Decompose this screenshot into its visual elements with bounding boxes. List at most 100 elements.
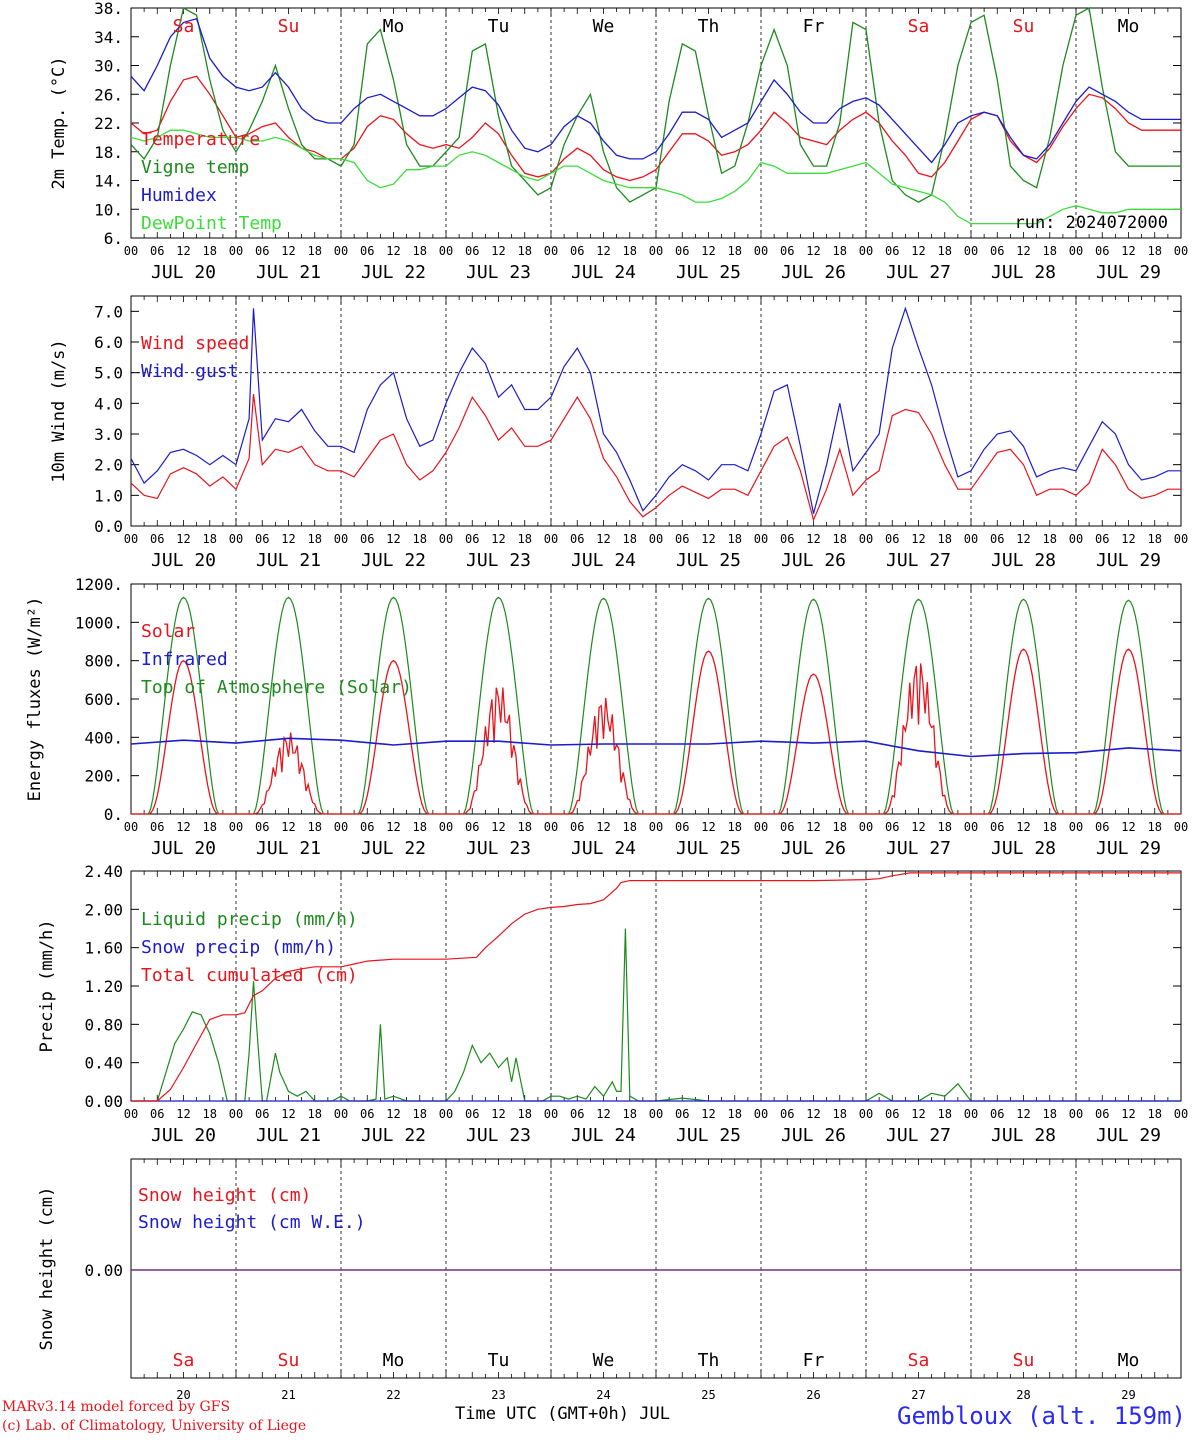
hour-tick-label: 18: [623, 244, 637, 258]
legend-entry: Infrared: [141, 649, 228, 670]
hour-tick-label: 06: [360, 1107, 374, 1121]
series-total-cumulated-cm-: [131, 872, 1181, 1102]
hour-tick-label: 12: [596, 820, 610, 834]
hour-tick-label: 00: [754, 1107, 768, 1121]
hour-tick-label: 00: [124, 820, 138, 834]
hour-tick-label: 00: [229, 820, 243, 834]
y-tick-label: 1.0: [94, 486, 123, 505]
hour-tick-label: 06: [675, 1107, 689, 1121]
hour-tick-label: 00: [754, 244, 768, 258]
hour-tick-label: 06: [360, 820, 374, 834]
hour-tick-label: 00: [334, 244, 348, 258]
hour-tick-label: 12: [281, 244, 295, 258]
series-wind-gust: [130, 306, 1181, 514]
weekday-label: Su: [1013, 1350, 1035, 1371]
hour-tick-label: 06: [990, 1107, 1004, 1121]
y-tick-label: 0.: [104, 805, 123, 824]
hour-tick-label: 18: [938, 244, 952, 258]
hour-tick-label: 00: [859, 244, 873, 258]
date-label: JUL 21: [256, 262, 321, 283]
hour-tick-label: 18: [518, 532, 532, 546]
weekday-label: Tu: [488, 1350, 510, 1371]
series-wind-speed: [130, 394, 1181, 522]
hour-tick-label: 06: [255, 532, 269, 546]
date-label: JUL 27: [886, 550, 951, 571]
hour-tick-label: 12: [386, 820, 400, 834]
hour-tick-label: 12: [701, 820, 715, 834]
date-label: JUL 24: [571, 550, 636, 571]
y-tick-label: 0.40: [84, 1054, 123, 1073]
hour-tick-label: 06: [675, 820, 689, 834]
credit-line-1: MARv3.14 model forced by GFS: [2, 1399, 231, 1415]
weekday-label: We: [593, 16, 615, 37]
hour-tick-label: 18: [833, 1107, 847, 1121]
hour-tick-label: 12: [806, 532, 820, 546]
date-label: JUL 20: [151, 1125, 216, 1146]
y-tick-label: 10.: [94, 200, 123, 219]
hour-tick-label: 18: [203, 244, 217, 258]
y-axis-label: Precip (mm/h): [37, 919, 57, 1052]
hour-tick-label: 12: [1016, 532, 1030, 546]
hour-tick-label: 18: [1148, 1107, 1162, 1121]
hour-tick-label: 18: [518, 244, 532, 258]
y-tick-label: 200.: [84, 767, 123, 786]
date-label: JUL 28: [991, 262, 1056, 283]
hour-tick-label: 00: [754, 532, 768, 546]
hour-tick-label: 18: [938, 820, 952, 834]
hour-tick-label: 00: [1069, 532, 1083, 546]
hour-tick-label: 18: [938, 1107, 952, 1121]
hour-tick-label: 00: [544, 244, 558, 258]
hour-tick-label: 06: [360, 532, 374, 546]
hour-tick-label: 18: [833, 244, 847, 258]
date-label: JUL 20: [151, 838, 216, 859]
x-axis-label: Time UTC (GMT+0h) JUL: [455, 1404, 670, 1424]
hour-tick-label: 06: [570, 244, 584, 258]
hour-tick-label: 12: [596, 1107, 610, 1121]
weekday-label: Su: [278, 1350, 300, 1371]
hour-tick-label: 06: [1095, 532, 1109, 546]
hour-tick-label: 18: [308, 820, 322, 834]
hour-tick-label: 18: [623, 820, 637, 834]
hour-tick-label: 12: [1121, 532, 1135, 546]
hour-tick-label: 06: [465, 820, 479, 834]
day-number-label: 20: [176, 1388, 190, 1402]
hour-tick-label: 00: [964, 1107, 978, 1121]
date-label: JUL 28: [991, 550, 1056, 571]
date-label: JUL 23: [466, 262, 531, 283]
hour-tick-label: 00: [649, 532, 663, 546]
hour-tick-label: 00: [649, 820, 663, 834]
hour-tick-label: 06: [465, 244, 479, 258]
date-label: JUL 25: [676, 838, 741, 859]
series-humidex: [130, 18, 1181, 164]
legend-entry: Wind gust: [141, 361, 239, 382]
hour-tick-label: 12: [491, 820, 505, 834]
y-tick-label: 2.40: [84, 862, 123, 881]
hour-tick-label: 18: [203, 1107, 217, 1121]
hour-tick-label: 18: [623, 532, 637, 546]
legend-entry: Temperature: [141, 129, 260, 150]
series-solar: [131, 648, 1181, 815]
day-number-label: 21: [281, 1388, 295, 1402]
hour-tick-label: 06: [255, 244, 269, 258]
date-label: JUL 29: [1096, 262, 1161, 283]
legend-entry: Snow height (cm): [138, 1185, 311, 1206]
hour-tick-label: 06: [1095, 820, 1109, 834]
hour-tick-label: 12: [806, 820, 820, 834]
hour-tick-label: 18: [518, 820, 532, 834]
station-label: Gembloux (alt. 159m): [897, 1402, 1186, 1430]
date-label: JUL 29: [1096, 838, 1161, 859]
hour-tick-label: 12: [911, 820, 925, 834]
hour-tick-label: 18: [1043, 244, 1057, 258]
hour-tick-label: 06: [570, 532, 584, 546]
date-label: JUL 25: [676, 262, 741, 283]
y-tick-label: 400.: [84, 728, 123, 747]
y-tick-label: 34.: [94, 28, 123, 47]
hour-tick-label: 06: [990, 244, 1004, 258]
hour-tick-label: 00: [334, 532, 348, 546]
y-axis-label: 2m Temp. (°C): [49, 56, 69, 189]
hour-tick-label: 12: [281, 1107, 295, 1121]
hour-tick-label: 06: [675, 532, 689, 546]
date-label: JUL 29: [1096, 550, 1161, 571]
date-label: JUL 20: [151, 550, 216, 571]
